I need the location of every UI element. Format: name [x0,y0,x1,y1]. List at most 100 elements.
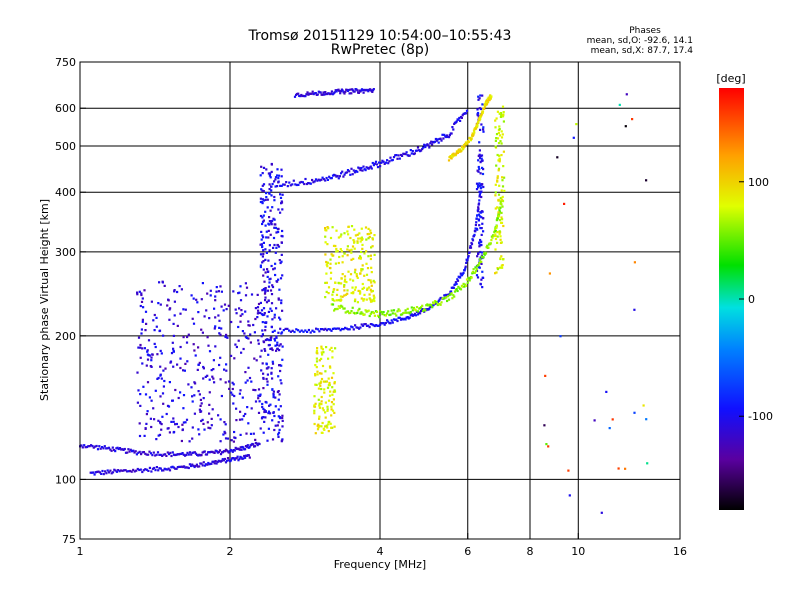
data-point [238,457,241,460]
data-point [223,421,226,424]
data-point [191,400,194,403]
data-point [370,284,373,287]
data-point [314,373,317,376]
data-point [186,360,189,363]
data-point [260,309,264,312]
data-point [364,323,367,326]
data-point [330,329,333,332]
data-point [224,335,227,338]
data-point [279,369,282,373]
data-point [254,438,257,441]
data-point [262,341,266,344]
data-point [167,299,170,302]
data-point [327,357,330,360]
colorbar-tick-label: 100 [748,176,769,189]
data-point [414,314,418,317]
data-point [343,252,346,255]
data-point [262,236,265,239]
data-point [264,224,267,227]
data-point [270,293,274,296]
data-point [264,416,267,419]
data-point [470,276,473,279]
data-point [153,418,156,421]
data-point [267,299,270,302]
data-point [364,309,367,312]
data-point [196,301,199,304]
data-point [277,435,280,438]
data-point [170,420,173,423]
data-point [453,295,456,298]
data-point [467,140,470,143]
data-point [270,163,273,166]
data-point [486,99,489,102]
data-point [219,356,222,359]
data-point [267,344,270,347]
data-point [304,329,307,332]
data-point [355,275,358,278]
data-point [127,470,130,473]
data-point [483,105,486,108]
data-point [157,302,160,305]
data-point [547,445,550,448]
data-point [148,450,151,453]
data-point [325,260,328,264]
data-point [478,193,481,196]
data-point [428,146,431,149]
data-point [191,426,194,429]
data-point [297,92,300,95]
data-point [110,449,113,452]
data-point [168,381,171,384]
data-point [480,233,483,236]
data-point [500,221,504,224]
data-point [206,374,209,377]
data-point [361,282,364,286]
data-point [483,253,486,256]
data-point [350,258,353,261]
data-point [367,278,370,282]
data-point [326,409,329,412]
data-point [335,299,338,302]
data-point [102,473,105,476]
data-point [247,337,250,340]
data-point [268,220,271,223]
data-point [477,206,480,209]
data-point [194,452,198,455]
data-point [270,347,273,350]
data-point [474,230,477,233]
data-point [314,364,317,367]
data-point [392,309,396,312]
data-point [360,250,363,254]
data-point [256,444,259,447]
data-point [268,249,271,252]
data-point [361,247,364,250]
data-point [360,311,363,314]
data-point [184,421,187,424]
data-point [497,131,500,134]
data-point [196,465,200,468]
data-point [266,198,269,201]
data-point [358,257,361,260]
data-point [419,312,422,315]
data-point [237,325,240,329]
data-point [319,381,322,385]
data-point [343,307,346,310]
data-point [145,468,148,471]
data-point [264,349,267,352]
data-point [479,161,482,164]
data-point [171,341,174,344]
data-point [275,336,278,339]
data-point [261,189,264,192]
data-point [170,466,173,469]
data-point [261,416,264,419]
data-point [264,299,267,302]
data-point [335,175,338,178]
data-point [198,393,201,396]
data-point [500,211,503,214]
data-point [501,195,504,198]
data-point [429,142,432,145]
data-point [275,349,278,352]
data-point [120,448,123,451]
data-point [259,200,262,204]
data-point [497,169,500,172]
data-point [262,274,265,277]
